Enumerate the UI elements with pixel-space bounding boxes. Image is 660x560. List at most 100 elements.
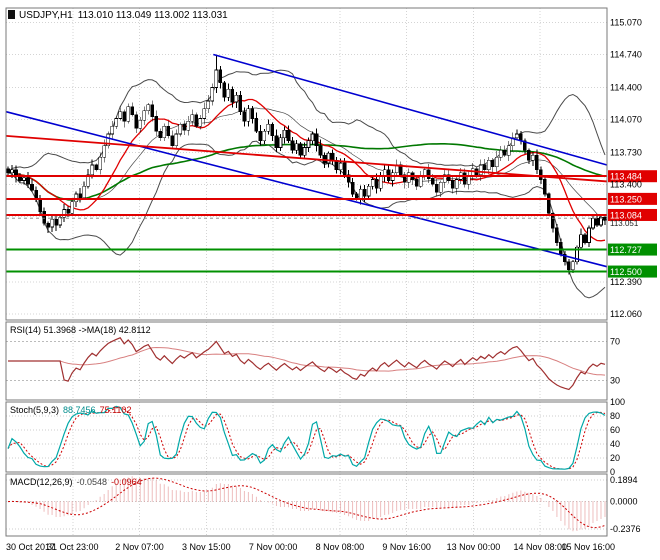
candle — [6, 168, 10, 174]
candle — [222, 82, 227, 98]
candle — [495, 156, 499, 168]
time-axis[interactable]: 30 Oct 2017 31 Oct 23:00 2 Nov 07:00 3 Nov … — [0, 539, 660, 560]
price-tick-label: 114.740 — [610, 50, 642, 60]
candle — [418, 176, 423, 187]
candle — [294, 143, 299, 151]
candle — [150, 104, 155, 117]
candle — [86, 174, 90, 187]
candle — [38, 198, 42, 212]
macd-tick-label: -0.2376 — [610, 524, 641, 534]
candle — [539, 169, 543, 180]
candle — [531, 154, 535, 161]
candle — [414, 179, 419, 187]
candle — [78, 193, 82, 199]
panel-border — [5, 473, 608, 537]
candle — [258, 130, 263, 142]
trend-line[interactable] — [5, 110, 608, 268]
candle — [298, 143, 303, 156]
stoch-k-line — [7, 405, 606, 470]
time-label: 7 Nov 00:00 — [248, 542, 298, 552]
macd-indicator-label: MACD(12,26,9) -0.0548 -0.0964 — [10, 477, 142, 487]
bollinger-upper-line — [7, 69, 606, 174]
trend-line[interactable] — [5, 135, 608, 183]
candle — [286, 129, 291, 142]
macd-tick-label: 0.0000 — [610, 497, 638, 507]
candle — [46, 222, 50, 228]
candle — [454, 179, 459, 189]
time-label: 15 Nov 16:00 — [561, 542, 616, 552]
candle — [62, 209, 66, 218]
candle — [599, 216, 603, 226]
candle — [466, 176, 471, 185]
time-label: 13 Nov 00:00 — [446, 542, 501, 552]
candle — [450, 180, 455, 189]
candle — [491, 159, 495, 168]
stoch-d-value: 75.1102 — [99, 405, 132, 415]
trend-line[interactable] — [213, 53, 608, 166]
candle — [210, 87, 215, 102]
candle — [194, 114, 199, 127]
candle — [98, 156, 102, 171]
candle — [262, 130, 267, 142]
candle — [426, 169, 431, 179]
price-tick-label: 112.060 — [610, 309, 642, 319]
stoch-tick-label: 80 — [610, 411, 620, 421]
rsi-line — [8, 337, 606, 391]
price-tag-label: 113.084 — [610, 210, 642, 220]
candle — [106, 133, 110, 146]
price-axis[interactable] — [608, 8, 660, 536]
candle — [118, 111, 122, 119]
candle — [70, 201, 74, 214]
time-label: 31 Oct 23:00 — [46, 542, 99, 552]
candle — [190, 114, 195, 122]
candle — [378, 176, 383, 189]
candle — [206, 100, 211, 110]
candle — [158, 130, 163, 139]
candle — [94, 164, 98, 171]
candle — [358, 188, 363, 200]
price-tick-label: 112.390 — [610, 277, 642, 287]
candle — [350, 182, 355, 195]
candle — [82, 185, 86, 199]
candle — [559, 242, 563, 255]
candle — [555, 227, 559, 243]
price-tag-label: 112.727 — [610, 245, 642, 255]
panel-border — [5, 321, 608, 401]
stoch-tick-label: 100 — [610, 397, 625, 407]
candle — [166, 125, 171, 137]
stoch-tick-label: 0 — [610, 467, 615, 477]
candle — [571, 261, 575, 270]
price-tick-label: 113.730 — [610, 147, 642, 157]
candle — [30, 184, 34, 191]
panel-border — [5, 401, 608, 473]
candle — [126, 106, 131, 122]
candle — [162, 125, 167, 139]
price-tick-label: 114.070 — [610, 114, 642, 124]
candle — [174, 133, 179, 146]
candle — [154, 116, 159, 132]
candle — [22, 177, 26, 181]
candle — [186, 121, 191, 131]
candle — [535, 154, 539, 171]
candle — [366, 185, 371, 197]
candle — [310, 133, 315, 142]
candle — [482, 164, 487, 171]
candle — [122, 111, 126, 122]
candle — [110, 125, 114, 135]
candle — [527, 150, 531, 161]
candle — [218, 69, 223, 83]
price-tag — [608, 170, 657, 183]
time-label: 30 Oct 2017 — [6, 542, 56, 552]
candle — [290, 140, 295, 151]
price-tag — [608, 208, 657, 221]
candle — [362, 188, 367, 197]
symbol-text: USDJPY,H1 — [19, 10, 73, 21]
candle — [198, 118, 203, 127]
candle — [42, 211, 46, 224]
candle — [330, 153, 335, 161]
candle — [503, 150, 507, 156]
chart-icon — [8, 10, 15, 19]
candle — [266, 123, 271, 132]
